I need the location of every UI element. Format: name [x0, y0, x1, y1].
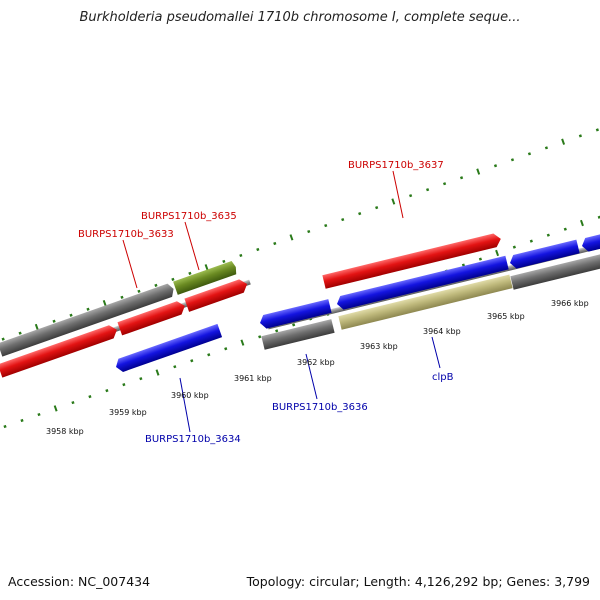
gene-bar[interactable] — [322, 232, 502, 289]
callout-lines — [122, 170, 441, 433]
gene-label-clpB[interactable]: clpB — [432, 372, 454, 383]
gene-bar[interactable] — [338, 274, 513, 330]
scale-label: 3964 kbp — [423, 327, 461, 336]
gene-label-3635[interactable]: BURPS1710b_3635 — [141, 211, 237, 222]
scale-label: 3962 kbp — [297, 358, 335, 367]
scale-label: 3961 kbp — [234, 374, 272, 383]
scale-label: 3963 kbp — [360, 342, 398, 351]
gene-bar[interactable] — [258, 299, 332, 330]
gene-bar[interactable] — [335, 255, 509, 311]
gene-label-3633[interactable]: BURPS1710b_3633 — [78, 229, 174, 240]
scale-label: 3965 kbp — [487, 312, 525, 321]
gene-label-3634[interactable]: BURPS1710b_3634 — [145, 434, 241, 445]
gene-label-3637[interactable]: BURPS1710b_3637 — [348, 160, 444, 171]
gene-bar[interactable] — [261, 319, 335, 350]
map-title: Burkholderia pseudomallei 1710b chromoso… — [79, 10, 521, 25]
gene-bar[interactable] — [117, 299, 187, 336]
gene-bar[interactable] — [184, 277, 249, 312]
gene-bar[interactable] — [580, 229, 600, 253]
gene-bar[interactable] — [173, 260, 238, 295]
scale-label: 3960 kbp — [171, 391, 209, 400]
summary-text: Topology: circular; Length: 4,126,292 bp… — [246, 574, 590, 589]
gene-bar[interactable] — [114, 323, 223, 374]
scale-label: 3959 kbp — [109, 408, 147, 417]
scale-label: 3966 kbp — [551, 299, 589, 308]
scale-label: 3958 kbp — [46, 427, 84, 436]
gene-bar[interactable] — [0, 323, 119, 378]
gene-label-3636[interactable]: BURPS1710b_3636 — [272, 402, 368, 413]
gene-bar[interactable] — [508, 239, 580, 270]
left-segment-features — [0, 260, 249, 378]
upper-tick-ring — [1, 128, 599, 341]
accession-text: Accession: NC_007434 — [8, 574, 151, 589]
gene-bar[interactable] — [510, 252, 600, 290]
gene-bar[interactable] — [0, 282, 176, 357]
right-segment-features — [258, 229, 600, 350]
